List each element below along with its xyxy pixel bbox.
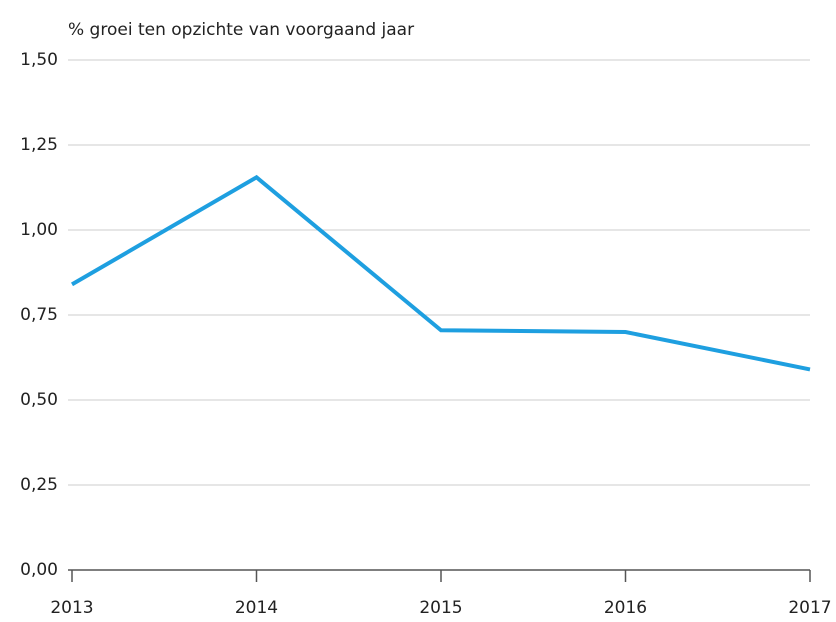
y-tick-label: 0,00 [20, 560, 58, 580]
x-tick-label: 2015 [419, 598, 462, 618]
y-tick-label: 0,50 [20, 390, 58, 410]
x-tick-label: 2014 [235, 598, 278, 618]
chart-title: % groei ten opzichte van voorgaand jaar [68, 20, 414, 40]
y-tick-label: 1,50 [20, 50, 58, 70]
y-tick-label: 1,25 [20, 135, 58, 155]
x-tick-label: 2013 [50, 598, 93, 618]
data-line [70, 174, 811, 372]
y-tick-label: 1,00 [20, 220, 58, 240]
y-tick-label: 0,75 [20, 305, 58, 325]
x-tick-label: 2017 [788, 598, 831, 618]
x-tick-label: 2016 [604, 598, 647, 618]
y-tick-label: 0,25 [20, 475, 58, 495]
